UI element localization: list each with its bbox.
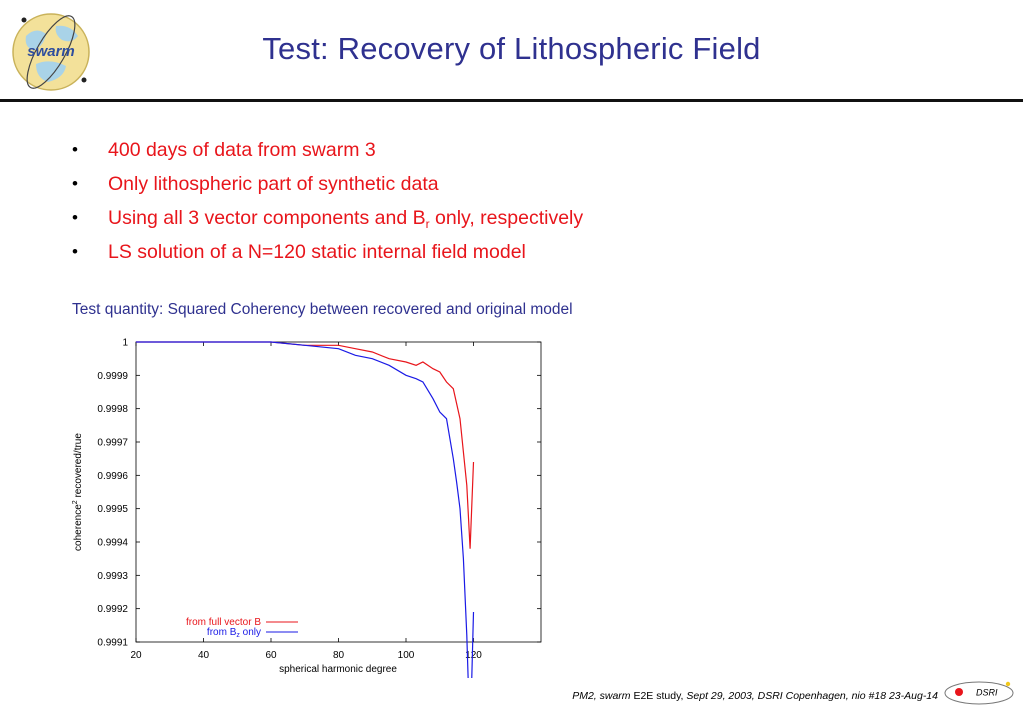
y-axis-label-text: coherence bbox=[73, 504, 84, 551]
x-tick-label: 40 bbox=[198, 650, 210, 661]
bullet-text: only, respectively bbox=[429, 207, 584, 229]
legend-label-text: from B bbox=[207, 627, 237, 638]
bullet-item: • 400 days of data from swarm 3 bbox=[72, 133, 583, 167]
y-tick-label: 0.9997 bbox=[97, 438, 128, 449]
bullet-item: • Using all 3 vector components and Br on… bbox=[72, 201, 583, 235]
bullet-list: • 400 days of data from swarm 3 • Only lit… bbox=[72, 133, 583, 269]
bullet-text: LS solution of a N=120 static internal f… bbox=[108, 241, 526, 263]
test-quantity-caption: Test quantity: Squared Coherency between… bbox=[72, 301, 573, 318]
bullet-text: 400 days of data from swarm 3 bbox=[108, 139, 376, 161]
y-tick-label: 0.9994 bbox=[97, 538, 128, 549]
bullet-item: • LS solution of a N=120 static internal … bbox=[72, 235, 583, 269]
x-tick-label: 60 bbox=[265, 650, 277, 661]
legend-label: from full vector B bbox=[186, 617, 261, 628]
swarm-logo: swarm bbox=[12, 13, 90, 91]
footer-citation: PM2, swarm E2E study, Sept 29, 2003, DSR… bbox=[520, 690, 938, 702]
legend-label-sub: z bbox=[236, 632, 240, 639]
y-axis-label-sup: 2 bbox=[72, 500, 79, 504]
y-tick-label: 0.9996 bbox=[97, 471, 128, 482]
bullet-symbol: • bbox=[72, 242, 78, 261]
y-axis-label: coherence2 recovered/true bbox=[72, 433, 84, 551]
series-line-bz-only bbox=[136, 341, 475, 678]
y-axis-label-text: recovered/true bbox=[73, 433, 84, 501]
y-tick-label: 0.9992 bbox=[97, 604, 128, 615]
x-tick-label: 80 bbox=[333, 650, 345, 661]
legend-label: from Bz only bbox=[207, 627, 261, 639]
series-line-full-vector bbox=[136, 341, 475, 549]
footer-italic: Sept 29, 2003, DSRI Copenhagen, nio #18 … bbox=[686, 690, 938, 702]
dsri-orbit-dot-icon bbox=[1005, 681, 1011, 687]
plot-frame bbox=[135, 341, 542, 643]
x-tick-label: 20 bbox=[130, 650, 142, 661]
bullet-subscript: r bbox=[425, 217, 430, 231]
y-tick-label: 0.9995 bbox=[97, 504, 128, 515]
bullet-text: Only lithospheric part of synthetic data bbox=[108, 173, 439, 195]
bullet-item: • Only lithospheric part of synthetic dat… bbox=[72, 167, 583, 201]
dsri-badge-text: DSRI bbox=[976, 688, 998, 698]
coherence-chart: 20 40 60 80 100 120 0.9991 0.9992 0.9993 0.9994 0.… bbox=[72, 338, 542, 678]
y-tick-label: 0.9998 bbox=[97, 404, 128, 415]
dsri-dot-icon bbox=[955, 688, 963, 696]
footer-italic: PM2, swarm bbox=[572, 690, 631, 702]
bullet-symbol: • bbox=[72, 140, 78, 159]
bullet-text: Using all 3 vector components and B bbox=[108, 207, 426, 229]
legend: from full vector B from Bz only bbox=[186, 617, 298, 639]
x-tick-label: 120 bbox=[465, 650, 482, 661]
bullet-symbol: • bbox=[72, 174, 78, 193]
x-tick-label: 100 bbox=[398, 650, 415, 661]
footer-plain: E2E study, bbox=[630, 690, 687, 702]
slide-title: Test: Recovery of Lithospheric Field bbox=[262, 31, 761, 66]
y-tick-label: 0.9993 bbox=[97, 571, 128, 582]
y-tick-label: 0.9991 bbox=[97, 638, 128, 649]
y-tick-label: 0.9999 bbox=[97, 371, 128, 382]
bullet-symbol: • bbox=[72, 208, 78, 227]
logo-text: swarm bbox=[27, 43, 75, 60]
dsri-badge: DSRI bbox=[944, 681, 1014, 705]
title-divider bbox=[0, 99, 1023, 102]
legend-label-text: only bbox=[240, 627, 261, 638]
x-axis-label: spherical harmonic degree bbox=[279, 664, 397, 675]
y-tick-label: 1 bbox=[122, 338, 128, 349]
